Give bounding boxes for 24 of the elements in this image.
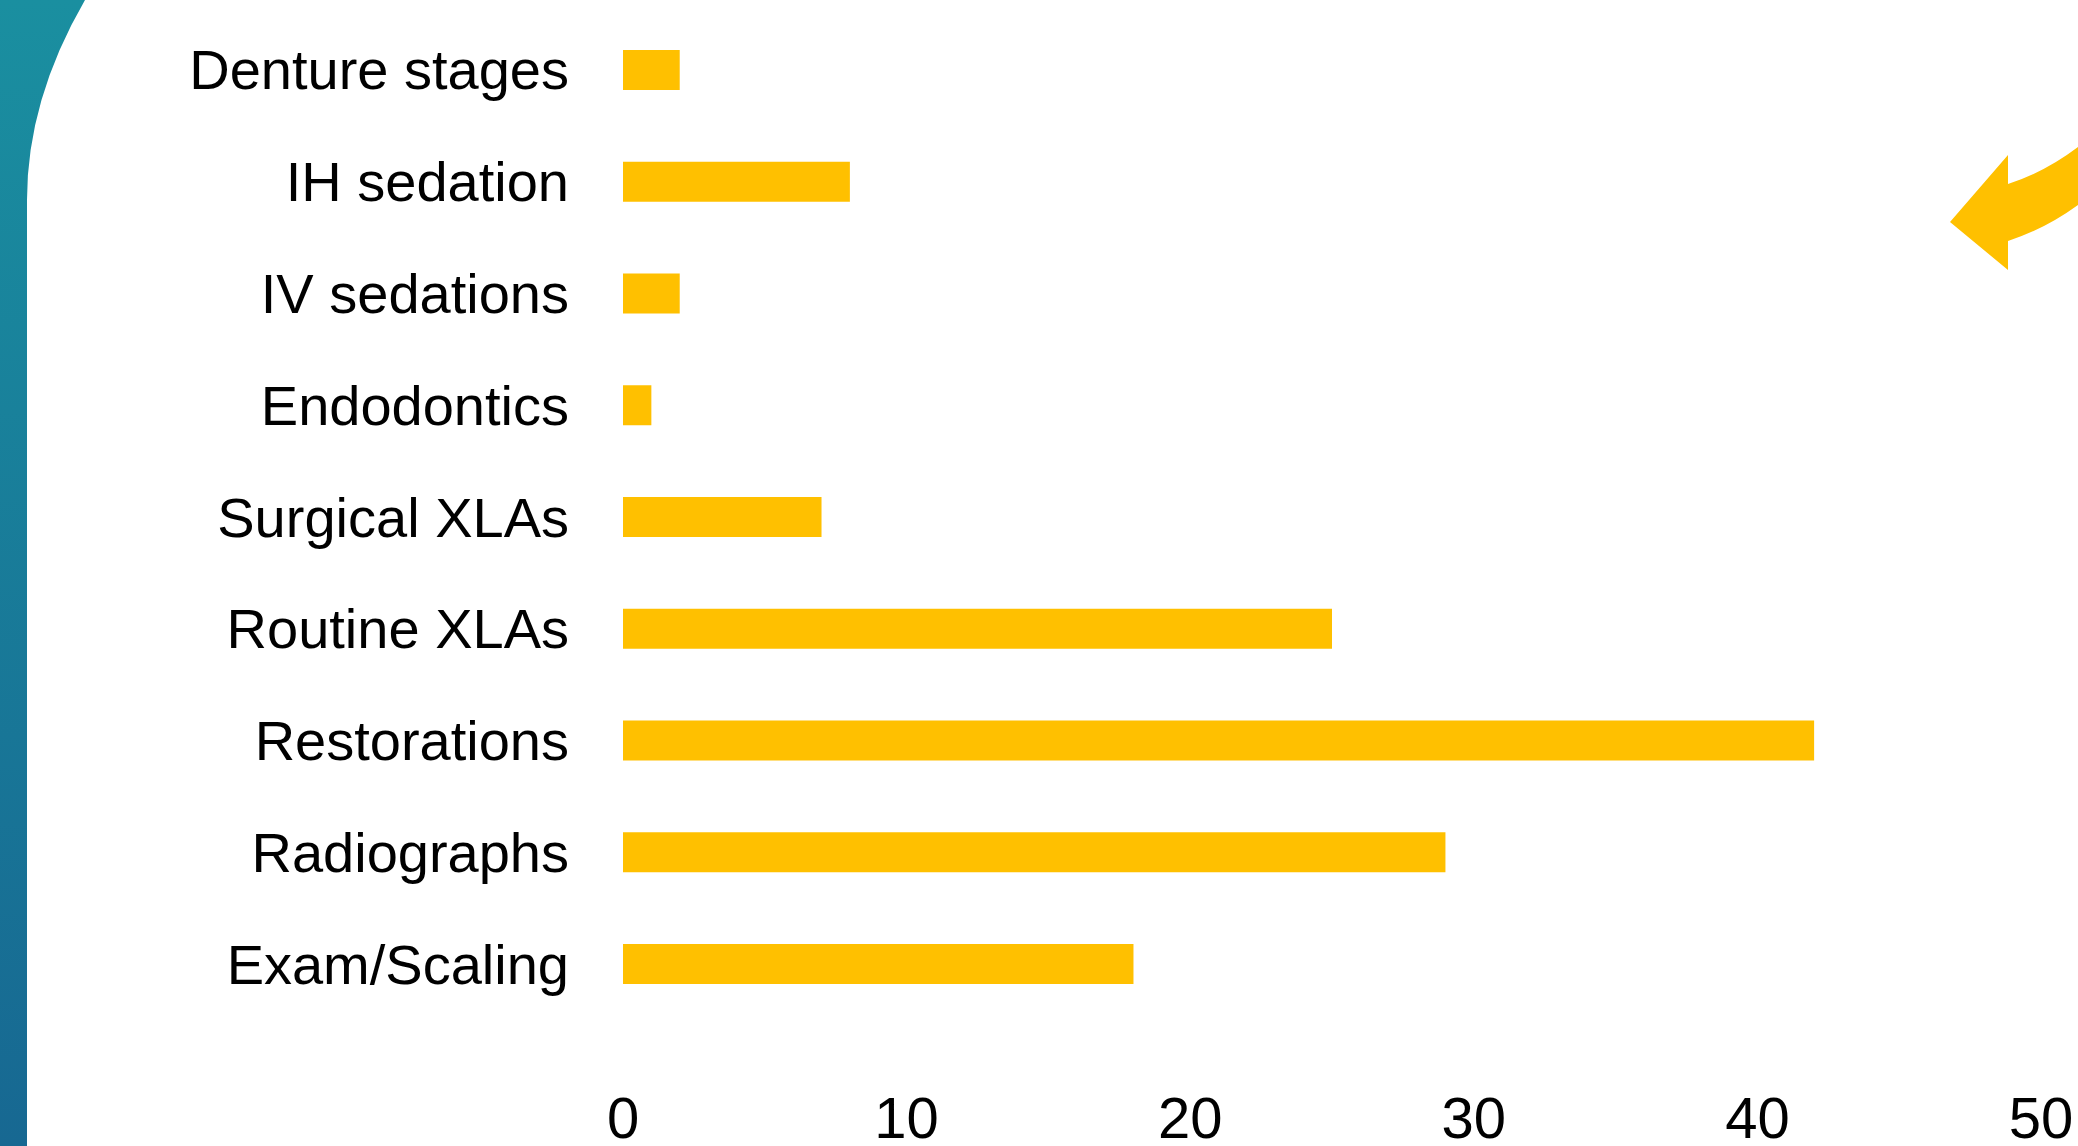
- bar: [623, 720, 1815, 761]
- y-tick-label: Denture stages: [189, 38, 569, 102]
- x-tick-label: 40: [1725, 1084, 1790, 1146]
- bar: [623, 385, 652, 426]
- x-tick-label: 30: [1441, 1084, 1507, 1146]
- x-tick-label: 0: [606, 1084, 640, 1146]
- y-tick-label: Endodontics: [260, 373, 569, 437]
- y-tick-label: IH sedation: [285, 150, 569, 214]
- bar: [623, 49, 680, 90]
- y-tick-label: Routine XLAs: [226, 597, 569, 661]
- bar: [623, 832, 1446, 873]
- bar: [623, 944, 1134, 985]
- x-tick-label: 50: [2008, 1084, 2074, 1146]
- bar: [623, 608, 1332, 649]
- y-tick-label: Surgical XLAs: [217, 485, 569, 549]
- x-tick-label: 20: [1157, 1084, 1223, 1146]
- bar: [623, 273, 680, 314]
- y-tick-label: IV sedations: [260, 261, 569, 325]
- y-tick-label: Restorations: [254, 709, 569, 773]
- y-tick-label: Exam/Scaling: [226, 932, 569, 996]
- bar: [623, 161, 850, 202]
- x-tick-label: 10: [874, 1084, 939, 1146]
- y-tick-label: Radiographs: [251, 820, 569, 884]
- bar: [623, 497, 822, 537]
